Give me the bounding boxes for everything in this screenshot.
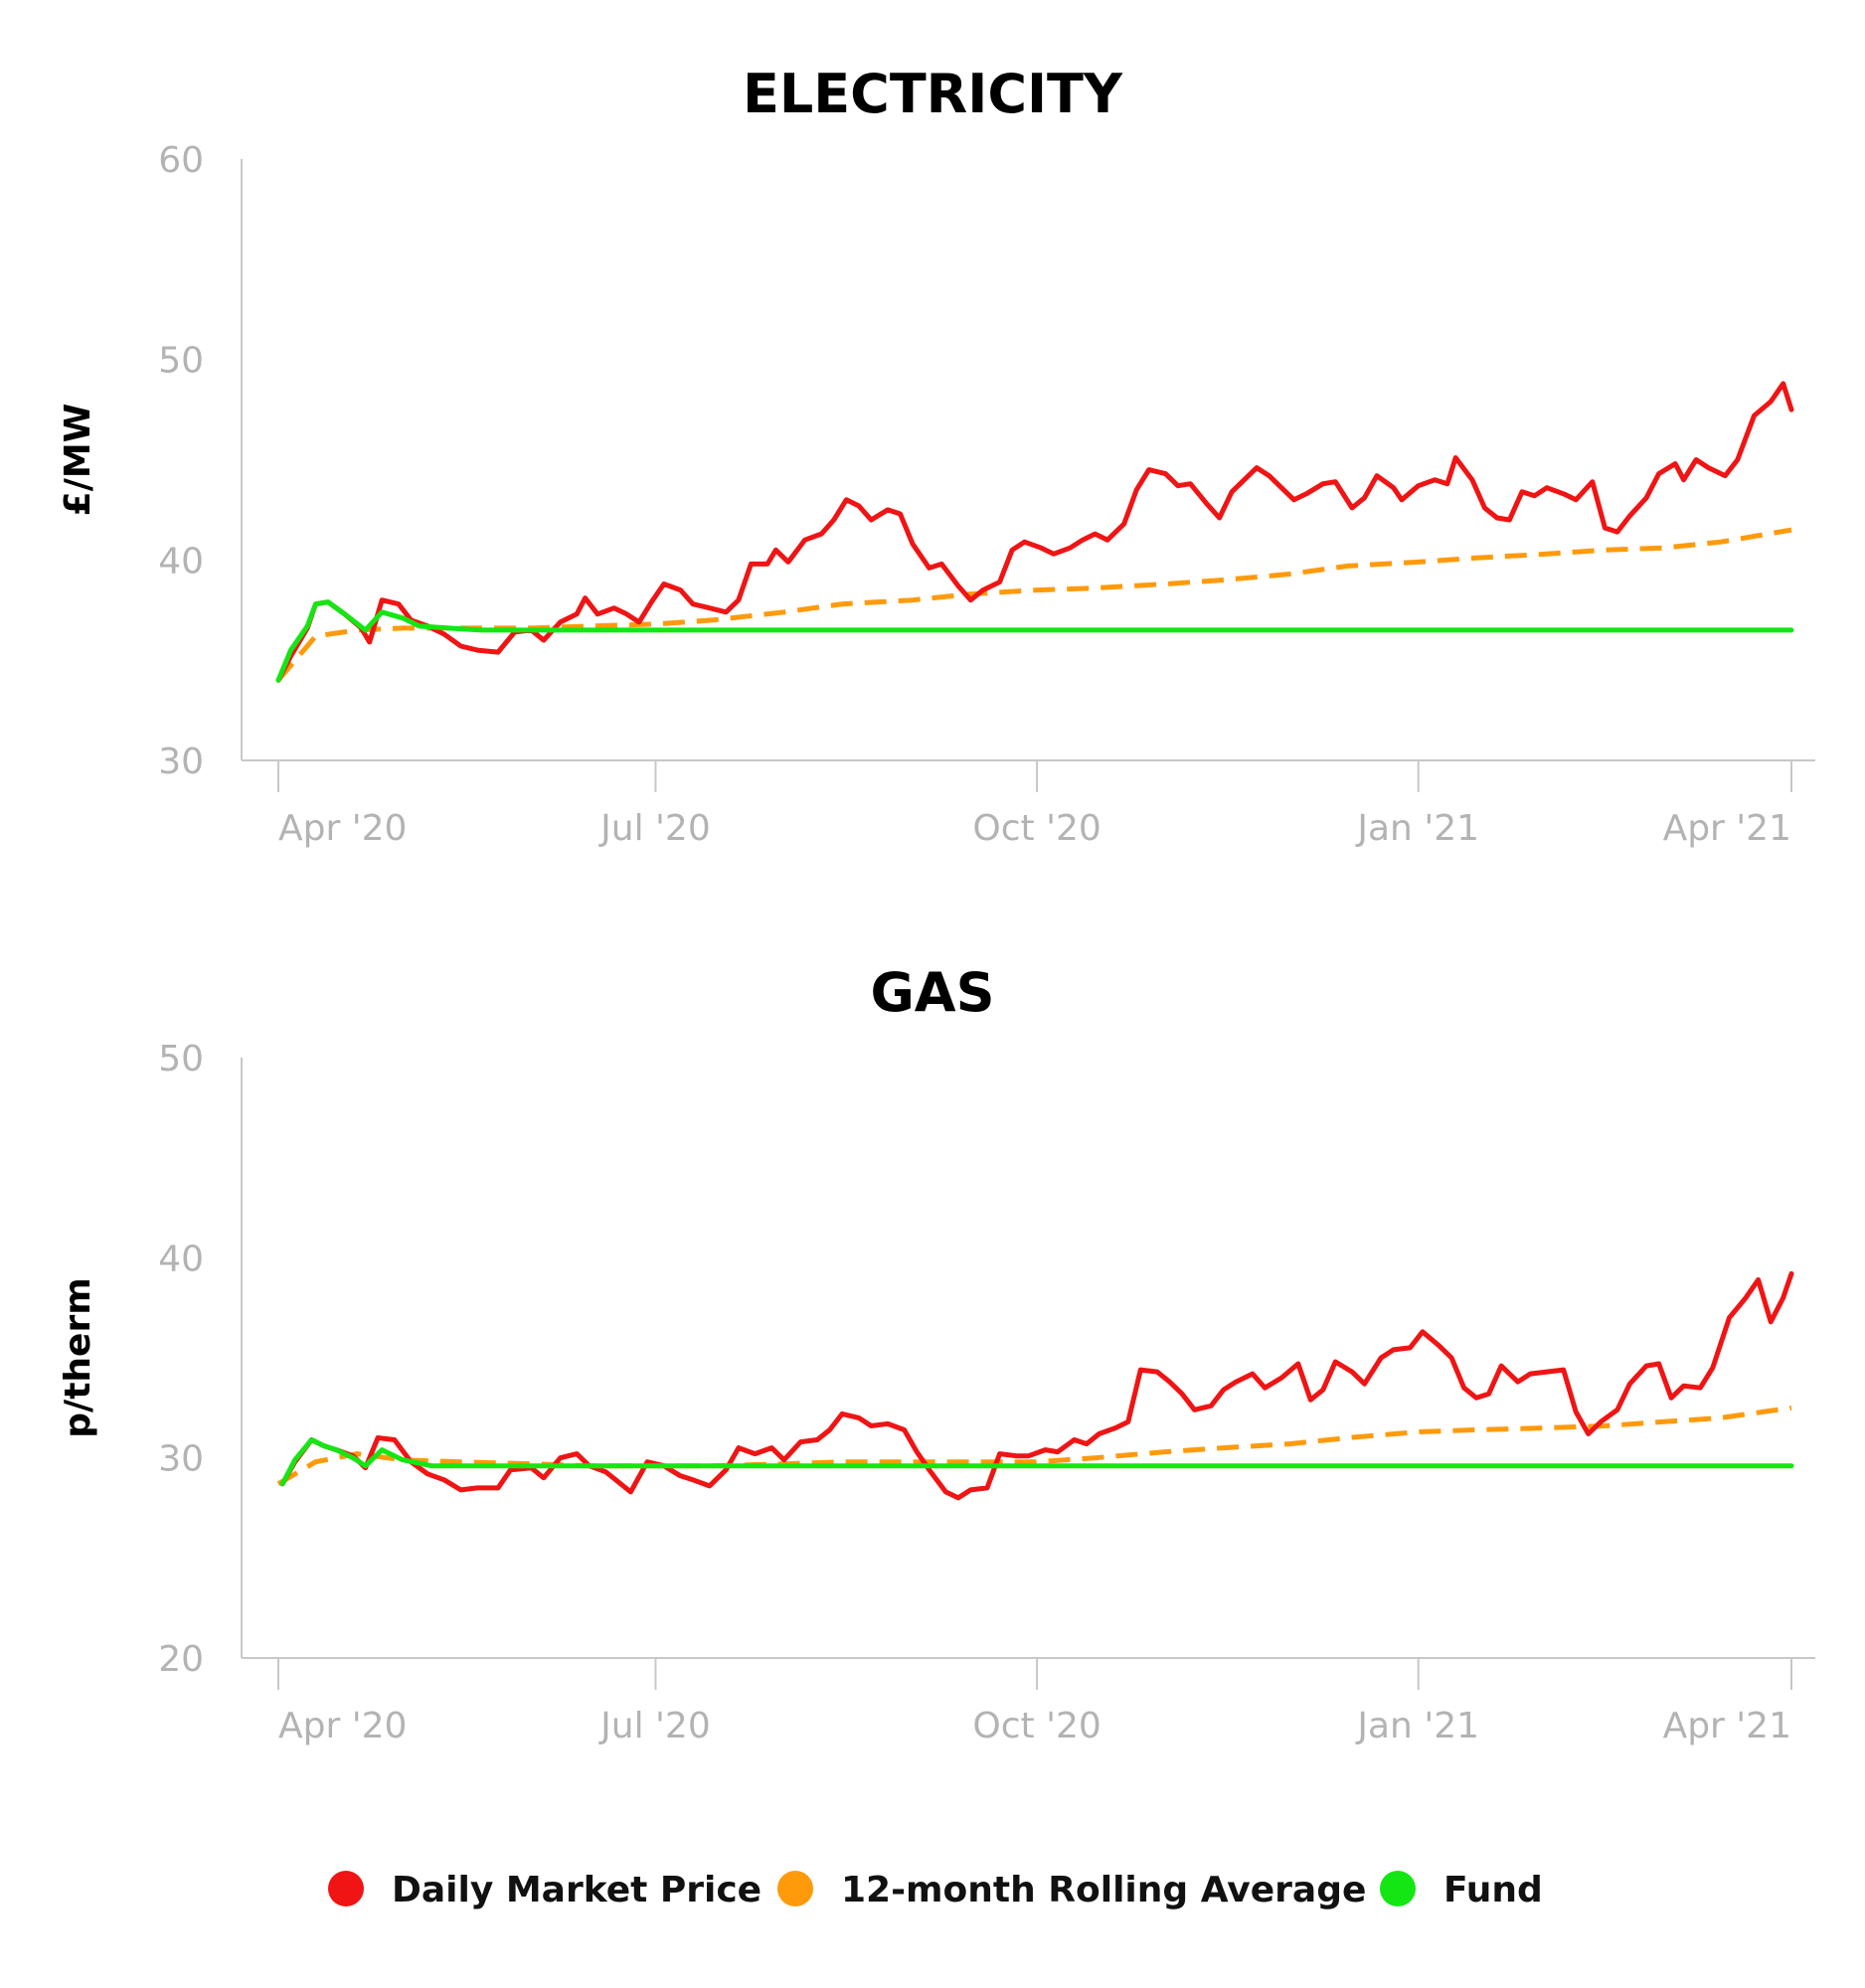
legend-marker	[777, 1871, 813, 1906]
x-tick-label: Apr '20	[278, 1706, 407, 1746]
x-tick-label: Jul '20	[598, 1706, 711, 1746]
y-tick-label: 30	[158, 742, 204, 782]
x-tick-label: Apr '20	[278, 808, 407, 849]
y-tick-label: 30	[158, 1439, 204, 1480]
x-tick-label: Oct '20	[972, 808, 1101, 849]
chart-gas: GAS p/therm 20 30 40 50 Apr '20 Jul '20 Oct '20 J…	[58, 961, 1815, 1746]
legend-marker	[328, 1871, 364, 1906]
x-tick-label: Jul '20	[598, 808, 711, 849]
y-tick-label: 40	[158, 541, 204, 581]
legend-label: 12-month Rolling Average	[841, 1870, 1366, 1910]
chart-title: GAS	[870, 961, 994, 1024]
x-tick-label: Apr '21	[1663, 1706, 1791, 1746]
x-tick-label: Oct '20	[972, 1706, 1101, 1746]
legend-label: Daily Market Price	[392, 1870, 762, 1910]
x-tick-label: Jan '21	[1355, 1706, 1479, 1746]
y-tick-label: 50	[158, 341, 204, 382]
series-line-fund	[275, 599, 1794, 683]
y-axis-label: £/MW	[58, 404, 98, 517]
y-axis-label: p/therm	[58, 1277, 98, 1437]
legend-item: Daily Market Price	[328, 1870, 762, 1910]
x-tick-label: Jan '21	[1355, 808, 1479, 849]
series-line-12-month-rolling-average	[276, 527, 1792, 682]
chart-title: ELECTRICITY	[743, 63, 1123, 125]
series-line-daily-market-price	[275, 381, 1794, 683]
legend-item: 12-month Rolling Average	[777, 1870, 1366, 1910]
chart-electricity: ELECTRICITY £/MW 30 40 50 60 Apr '20 Jul '20 Oct…	[58, 63, 1815, 849]
y-tick-label: 50	[158, 1039, 204, 1079]
series-line-fund	[279, 1437, 1794, 1487]
y-tick-label: 60	[158, 140, 204, 181]
legend-item: Fund	[1380, 1870, 1543, 1910]
legend-label: Fund	[1443, 1870, 1543, 1910]
y-tick-label: 20	[158, 1639, 204, 1680]
legend: Daily Market Price 12-month Rolling Avera…	[328, 1870, 1543, 1910]
x-tick-label: Apr '21	[1663, 808, 1791, 849]
legend-marker	[1380, 1871, 1416, 1906]
y-tick-label: 40	[158, 1239, 204, 1279]
series-line-12-month-rolling-average	[276, 1405, 1792, 1486]
